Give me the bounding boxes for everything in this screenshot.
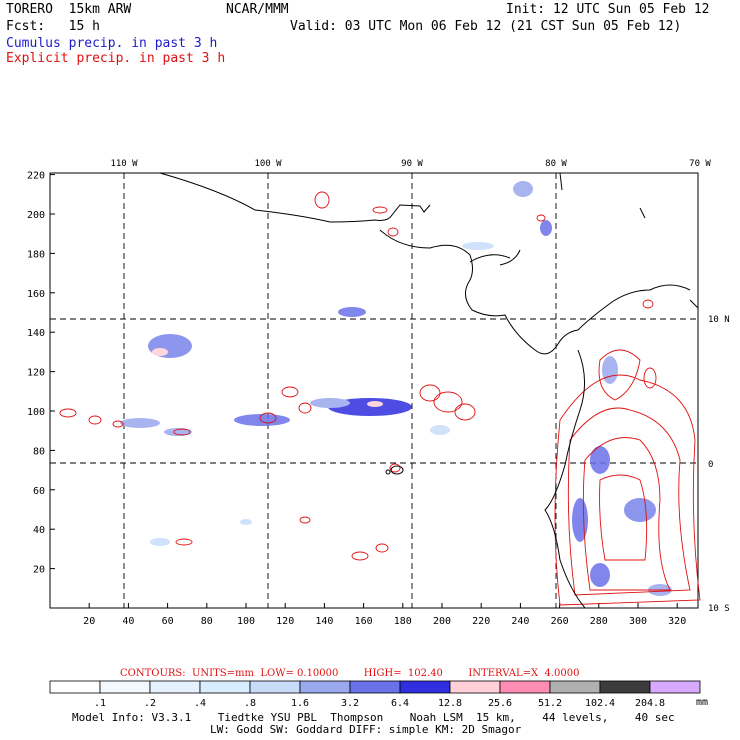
x-tick-label: 100 — [237, 616, 255, 627]
y-tick-label: 140 — [27, 328, 45, 339]
model-name: TORERO 15km ARW — [6, 2, 132, 17]
colorbar-swatch — [449, 680, 501, 694]
colorbar-label: 102.4 — [585, 698, 615, 709]
cumulus-legend-label: Cumulus precip. in past 3 h — [6, 36, 218, 51]
organization: NCAR/MMM — [226, 2, 289, 17]
colorbar-swatch — [599, 680, 651, 694]
explicit-legend-label: Explicit precip. in past 3 h — [6, 51, 226, 66]
y-tick-label: 60 — [33, 486, 45, 497]
x-axis-ticks: 20 40 60 80 100 120 140 160 180 200 220 240 260 280 30… — [83, 603, 686, 627]
lat-label-10s: 10 S — [708, 604, 730, 614]
x-tick-label: 40 — [122, 616, 134, 627]
y-tick-label: 40 — [33, 525, 45, 536]
lon-label-90w: 90 W — [401, 159, 423, 169]
model-info-physics: LW: Godd SW: Goddard DIFF: simple KM: 2D… — [210, 723, 522, 736]
x-tick-label: 260 — [551, 616, 569, 627]
coastline — [159, 172, 699, 609]
colorbar-swatch — [249, 680, 301, 694]
x-tick-label: 200 — [433, 616, 451, 627]
map-frame — [49, 172, 699, 609]
colorbar-swatch — [649, 680, 701, 694]
colorbar-label: 204.8 — [635, 698, 665, 709]
colorbar-swatch — [199, 680, 251, 694]
x-tick-label: 160 — [355, 616, 373, 627]
lon-label-100w: 100 W — [254, 159, 282, 169]
lon-label-110w: 110 W — [110, 159, 138, 169]
lon-label-70w: 70 W — [689, 159, 711, 169]
colorbar-label: 3.2 — [341, 698, 359, 709]
lat-label-0: 0 — [708, 460, 713, 470]
colorbar-label: .1 — [94, 698, 106, 709]
x-tick-label: 60 — [162, 616, 174, 627]
x-tick-label: 20 — [83, 616, 95, 627]
y-tick-label: 100 — [27, 407, 45, 418]
x-tick-label: 320 — [668, 616, 686, 627]
x-tick-label: 220 — [472, 616, 490, 627]
x-tick-label: 240 — [511, 616, 529, 627]
x-tick-label: 180 — [394, 616, 412, 627]
y-tick-label: 20 — [33, 565, 45, 576]
colorbar-swatch — [549, 680, 601, 694]
contour-info: CONTOURS: UNITS=mm LOW= 0.10000 HIGH= 10… — [120, 668, 580, 679]
lon-label-80w: 80 W — [545, 159, 567, 169]
init-time: Init: 12 UTC Sun 05 Feb 12 — [506, 2, 710, 17]
y-tick-label: 200 — [27, 210, 45, 221]
y-tick-label: 220 — [27, 171, 45, 182]
colorbar-swatch — [149, 680, 201, 694]
x-tick-label: 300 — [629, 616, 647, 627]
colorbar-label: .4 — [194, 698, 206, 709]
x-tick-label: 280 — [590, 616, 608, 627]
x-tick-label: 140 — [315, 616, 333, 627]
y-tick-label: 120 — [27, 368, 45, 379]
y-tick-label: 80 — [33, 446, 45, 457]
x-tick-label: 120 — [276, 616, 294, 627]
colorbar: .1 .2 .4 .8 1.6 3.2 6.4 12.8 25.6 51.2 102.4 204.8 — [49, 680, 701, 709]
colorbar-label: 6.4 — [391, 698, 409, 709]
colorbar-label: 12.8 — [438, 698, 462, 709]
model-info: Model Info: V3.3.1 Tiedtke YSU PBL Thomp… — [72, 711, 675, 724]
colorbar-swatch — [399, 680, 451, 694]
x-tick-label: 80 — [201, 616, 213, 627]
colorbar-label: 1.6 — [291, 698, 309, 709]
colorbar-swatch — [499, 680, 551, 694]
colorbar-label: .8 — [244, 698, 256, 709]
colorbar-label: 51.2 — [538, 698, 562, 709]
colorbar-unit: mm — [696, 697, 709, 708]
y-tick-label: 160 — [27, 289, 45, 300]
lat-label-10n: 10 N — [708, 315, 730, 325]
colorbar-swatch — [99, 680, 151, 694]
y-axis-ticks: 20 40 60 80 100 120 140 160 180 200 220 — [27, 171, 55, 576]
colorbar-swatch — [349, 680, 401, 694]
colorbar-label: .2 — [144, 698, 156, 709]
y-tick-label: 180 — [27, 249, 45, 260]
colorbar-label: 25.6 — [488, 698, 512, 709]
forecast-hour: Fcst: 15 h — [6, 19, 100, 34]
cumulus-precip — [120, 181, 672, 596]
valid-time: Valid: 03 UTC Mon 06 Feb 12 (21 CST Sun … — [290, 19, 682, 34]
colorbar-swatch — [299, 680, 351, 694]
colorbar-swatch — [49, 680, 101, 694]
